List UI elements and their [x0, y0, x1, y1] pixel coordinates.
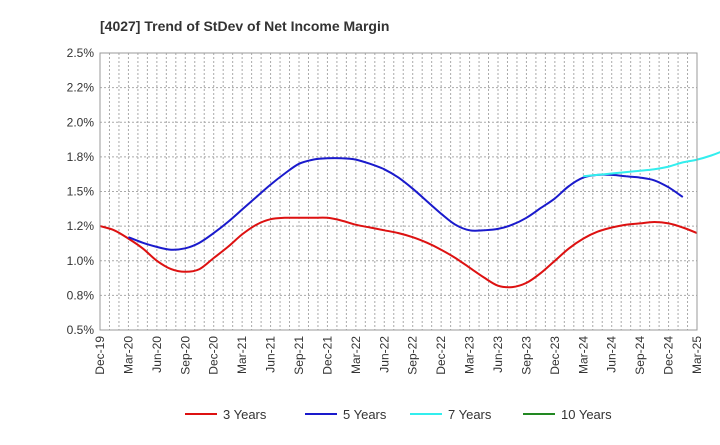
x-tick-label: Mar-20	[121, 336, 135, 374]
x-tick-label: Mar-25	[690, 336, 704, 374]
x-tick-label: Mar-22	[349, 336, 363, 374]
x-tick-label: Sep-20	[178, 336, 192, 375]
x-tick-label: Dec-24	[662, 336, 676, 375]
x-tick-label: Sep-21	[292, 336, 306, 375]
legend-label: 10 Years	[561, 407, 612, 422]
y-axis: 0.5% 0.8% 1.0% 1.2% 1.5% 1.8% 2.0% 2.2% 2.5%	[67, 46, 95, 337]
chart-title: [4027] Trend of StDev of Net Income Marg…	[100, 18, 389, 34]
x-tick-label: Jun-21	[264, 336, 278, 373]
x-tick-label: Mar-23	[463, 336, 477, 374]
y-tick-label: 2.2%	[67, 81, 95, 95]
x-tick-label: Dec-19	[93, 336, 107, 375]
y-tick-label: 1.5%	[67, 185, 95, 199]
x-tick-label: Mar-24	[576, 336, 590, 374]
legend-label: 3 Years	[223, 407, 267, 422]
x-tick-label: Sep-23	[519, 336, 533, 375]
x-tick-label: Mar-21	[235, 336, 249, 374]
series-line-7-years	[583, 151, 720, 178]
y-tick-label: 2.5%	[67, 46, 95, 60]
plot-frame	[99, 52, 698, 331]
grid	[100, 53, 697, 330]
x-tick-label: Jun-20	[150, 336, 164, 373]
x-tick-label: Sep-22	[406, 336, 420, 375]
x-tick-label: Jun-24	[605, 336, 619, 373]
y-tick-label: 0.5%	[67, 323, 95, 337]
x-tick-label: Jun-22	[377, 336, 391, 373]
y-tick-label: 1.8%	[67, 150, 95, 164]
x-tick-label: Dec-20	[207, 336, 221, 375]
y-tick-label: 1.2%	[67, 219, 95, 233]
series-line-3-years	[99, 216, 698, 289]
x-tick-label: Dec-22	[434, 336, 448, 375]
y-tick-label: 1.0%	[67, 254, 95, 268]
y-tick-label: 0.8%	[67, 288, 95, 302]
legend-label: 5 Years	[343, 407, 387, 422]
series-lines	[99, 151, 720, 289]
legend-label: 7 Years	[448, 407, 492, 422]
y-tick-label: 2.0%	[67, 115, 95, 129]
x-tick-label: Sep-24	[633, 336, 647, 375]
x-tick-label: Dec-21	[320, 336, 334, 375]
x-tick-label: Jun-23	[491, 336, 505, 373]
legend: 3 Years 5 Years 7 Years 10 Years	[185, 407, 612, 422]
x-axis: Dec-19 Mar-20 Jun-20 Sep-20 Dec-20 Mar-21 Jun-…	[93, 336, 704, 375]
x-tick-label: Dec-23	[548, 336, 562, 375]
